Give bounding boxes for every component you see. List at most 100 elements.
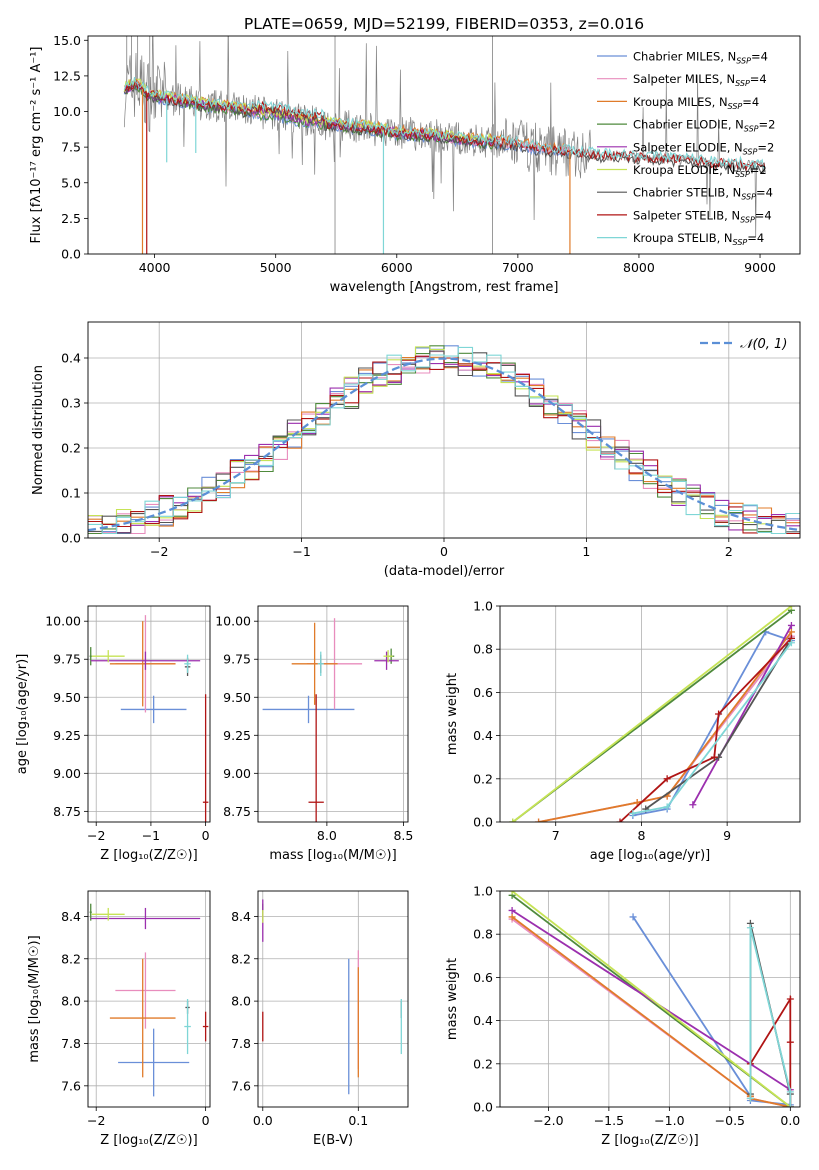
x-tick-label: 8000 [623, 260, 655, 275]
y-tick-label: 9.25 [223, 728, 251, 743]
legend-label: Kroupa STELIB, NSSP=4 [633, 231, 764, 247]
plot-frame [499, 605, 801, 823]
legend-label: Kroupa ELODIE, NSSP=2 [633, 163, 767, 179]
histogram-lines [88, 345, 800, 535]
x-tick-label: 0 [440, 544, 448, 559]
spectrum-lines [123, 36, 767, 254]
x-tick-label: −1 [292, 544, 310, 559]
y-tick-label: 0.0 [473, 815, 493, 830]
x-tick-label: 0 [202, 1113, 210, 1128]
x-tick-label: 7 [552, 828, 560, 843]
weight-line [749, 927, 792, 1107]
weight-marker [787, 639, 795, 647]
weight-marker [663, 803, 671, 811]
y-tick-label: 0.4 [473, 1013, 493, 1028]
mass-age-panel: 8.0 8.5 8.75 9.00 9.25 9.50 9.75 10.00 mass [log… [215, 605, 413, 863]
z-mass-panel: −2 0 7.6 7.8 8.0 8.2 8.4 Z [log₁₀(Z/Z☉)] mass [l… [27, 890, 211, 1148]
weight-marker [715, 710, 723, 718]
weight-marker [508, 906, 516, 914]
weight-marker [616, 818, 624, 822]
y-tick-label: 8.75 [223, 804, 251, 819]
weight-lines [509, 606, 795, 822]
y-tick-label: 9.75 [223, 652, 251, 667]
y-axis-label: mass [log₁₀(M/M☉)] [27, 935, 42, 1062]
weight-marker [787, 606, 795, 610]
y-tick-label: 0.2 [61, 441, 81, 456]
weight-marker [710, 753, 718, 761]
y-axis-label: mass weight [445, 958, 460, 1040]
y-tick-label: 7.8 [231, 1036, 251, 1051]
x-axis-label: Z [log₁₀(Z/Z☉)] [100, 848, 197, 863]
weight-marker [746, 1094, 754, 1102]
weight-line [619, 637, 793, 822]
x-axis-label: age [log₁₀(age/yr)] [590, 848, 711, 863]
x-axis-label: wavelength [Angstrom, rest frame] [330, 280, 559, 295]
x-tick-label: 8.0 [317, 828, 337, 843]
legend-label: 𝒩(0, 1) [740, 337, 787, 352]
y-tick-label: 8.4 [61, 909, 81, 924]
y-tick-label: 7.6 [231, 1078, 251, 1093]
y-tick-label: 7.6 [61, 1078, 81, 1093]
z-age-panel: −2 −1 0 8.75 9.00 9.25 9.50 9.75 10.00 Z [log₁₀(Z… [15, 605, 211, 863]
weight-marker [629, 809, 637, 817]
x-axis-label: (data-model)/error [384, 564, 505, 579]
weight-marker [746, 924, 754, 932]
figure-title: PLATE=0659, MJD=52199, FIBERID=0353, z=0… [244, 15, 644, 33]
weight-marker [633, 799, 641, 807]
x-tick-label: −2 [87, 1113, 105, 1128]
x-tick-label: −1.0 [654, 1113, 684, 1128]
legend-label: Salpeter STELIB, NSSP=4 [633, 208, 772, 224]
weight-marker [535, 818, 543, 822]
y-tick-label: 5.0 [61, 175, 81, 190]
weight-marker [786, 1088, 794, 1096]
weight-marker [509, 818, 517, 822]
model-spectrum-line [123, 83, 766, 174]
z-mass-weight-panel: −2.0 −1.5 −1.0 −0.5 0.0 0.0 0.2 0.4 0.6 0.8 1.0 Z [… [445, 884, 801, 1148]
residuals-panel: −2 −1 0 1 2 0.0 0.1 0.2 0.3 0.4 (data-model)/error… [31, 321, 801, 579]
x-tick-label: 0.1 [348, 1113, 368, 1128]
x-tick-label: −2 [150, 544, 168, 559]
plot-frame [87, 890, 211, 1108]
y-tick-label: 0.8 [473, 642, 493, 657]
x-axis-label: mass [log₁₀(M/M☉)] [269, 848, 396, 863]
y-tick-label: 9.25 [53, 728, 81, 743]
y-tick-label: 9.50 [53, 690, 81, 705]
weight-marker [786, 1103, 794, 1107]
y-tick-label: 8.0 [61, 994, 81, 1009]
spectrum-legend: Chabrier MILES, NSSP=4 Salpeter MILES, NS… [597, 50, 775, 247]
weight-lines [508, 891, 794, 1107]
weight-line [632, 630, 792, 817]
x-axis-label: E(B-V) [313, 1133, 353, 1148]
y-tick-label: 9.75 [53, 652, 81, 667]
weight-marker [689, 801, 697, 809]
y-tick-label: 0.4 [61, 351, 81, 366]
y-axis-label: mass weight [445, 673, 460, 755]
x-tick-label: −0.5 [715, 1113, 745, 1128]
x-axis-label: Z [log₁₀(Z/Z☉)] [100, 1133, 197, 1148]
x-tick-label: 9000 [744, 260, 776, 275]
x-tick-label: −2 [87, 828, 105, 843]
x-tick-label: 1 [582, 544, 590, 559]
y-tick-label: 0.2 [473, 1056, 493, 1071]
x-tick-label: −2.0 [533, 1113, 563, 1128]
y-tick-label: 0.3 [61, 396, 81, 411]
y-axis-label: age [log₁₀(age/yr)] [15, 654, 30, 775]
x-tick-label: 0.0 [253, 1113, 273, 1128]
y-tick-label: 8.75 [53, 804, 81, 819]
x-tick-label: −1.5 [594, 1113, 624, 1128]
x-axis-label: Z [log₁₀(Z/Z☉)] [601, 1133, 698, 1148]
y-tick-label: 0.1 [61, 486, 81, 501]
errorbar-points [262, 618, 399, 822]
x-tick-label: −1 [142, 828, 160, 843]
weight-marker [787, 628, 795, 636]
y-tick-label: 0.0 [473, 1100, 493, 1115]
weight-marker [786, 995, 794, 1003]
weight-marker [508, 913, 516, 921]
y-tick-label: 0.6 [473, 970, 493, 985]
y-tick-label: 0.4 [473, 728, 493, 743]
x-tick-label: 8 [637, 828, 645, 843]
weight-marker [787, 621, 795, 629]
errorbar-points [262, 899, 402, 1095]
y-tick-label: 0.2 [473, 771, 493, 786]
y-tick-label: 0.6 [473, 685, 493, 700]
